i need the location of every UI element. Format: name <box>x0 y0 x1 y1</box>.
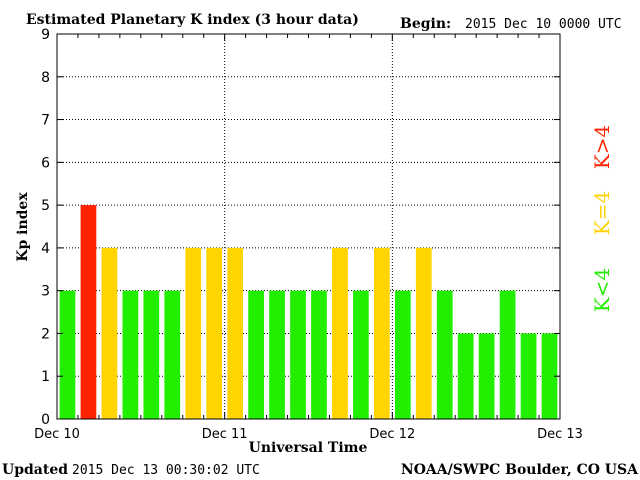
kp-bar <box>59 290 76 419</box>
kp-bar <box>290 290 306 419</box>
y-tick-label: 7 <box>41 113 50 129</box>
kp-bar <box>457 333 474 419</box>
kp-bar <box>269 290 285 419</box>
x-tick-label: Dec 12 <box>369 427 415 442</box>
kp-bar <box>143 290 160 419</box>
kp-bar <box>415 247 432 419</box>
x-tick-label: Dec 13 <box>537 427 583 442</box>
legend-below: K<4 <box>590 268 614 312</box>
kp-bar <box>436 290 453 419</box>
legend-equal: K=4 <box>590 191 614 235</box>
y-tick-label: 1 <box>41 369 50 385</box>
kp-bar <box>248 290 264 419</box>
y-tick-label: 3 <box>41 284 50 300</box>
kp-bar <box>520 333 537 419</box>
updated-label: Updated <box>2 462 68 478</box>
y-tick-label: 4 <box>41 241 50 257</box>
x-axis-label: Universal Time <box>249 440 368 456</box>
begin-value: 2015 Dec 10 0000 UTC <box>465 17 622 32</box>
y-tick-label: 2 <box>41 326 50 342</box>
kp-bar <box>101 247 118 419</box>
legend-above: K>4 <box>590 125 614 169</box>
credit-text: NOAA/SWPC Boulder, CO USA <box>401 462 639 478</box>
kp-bar <box>478 333 495 419</box>
kp-bar <box>227 247 244 419</box>
y-tick-label: 5 <box>41 198 50 214</box>
kp-bar <box>332 247 348 419</box>
kp-bar <box>541 333 558 419</box>
plot-area <box>57 34 560 419</box>
x-tick-label: Dec 11 <box>202 427 248 442</box>
chart-grid <box>57 34 560 419</box>
kp-bar <box>499 290 516 419</box>
y-tick-label: 0 <box>41 412 50 428</box>
y-tick-label: 6 <box>41 155 50 171</box>
kp-bar <box>353 290 369 419</box>
kp-bar <box>80 205 97 419</box>
kp-bar <box>311 290 327 419</box>
y-tick-label: 8 <box>41 70 50 86</box>
y-axis-label: Kp index <box>15 192 31 262</box>
kp-bar <box>122 290 139 419</box>
kp-bar <box>373 247 390 419</box>
kp-bar <box>394 290 411 419</box>
chart-title: Estimated Planetary K index (3 hour data… <box>26 12 359 28</box>
kp-bar <box>206 247 223 419</box>
kp-bar <box>164 290 181 419</box>
y-tick-label: 9 <box>41 27 50 43</box>
begin-label: Begin: <box>400 16 451 32</box>
x-tick-label: Dec 10 <box>34 427 80 442</box>
updated-value: 2015 Dec 13 00:30:02 UTC <box>72 463 260 478</box>
kp-bar <box>185 247 202 419</box>
